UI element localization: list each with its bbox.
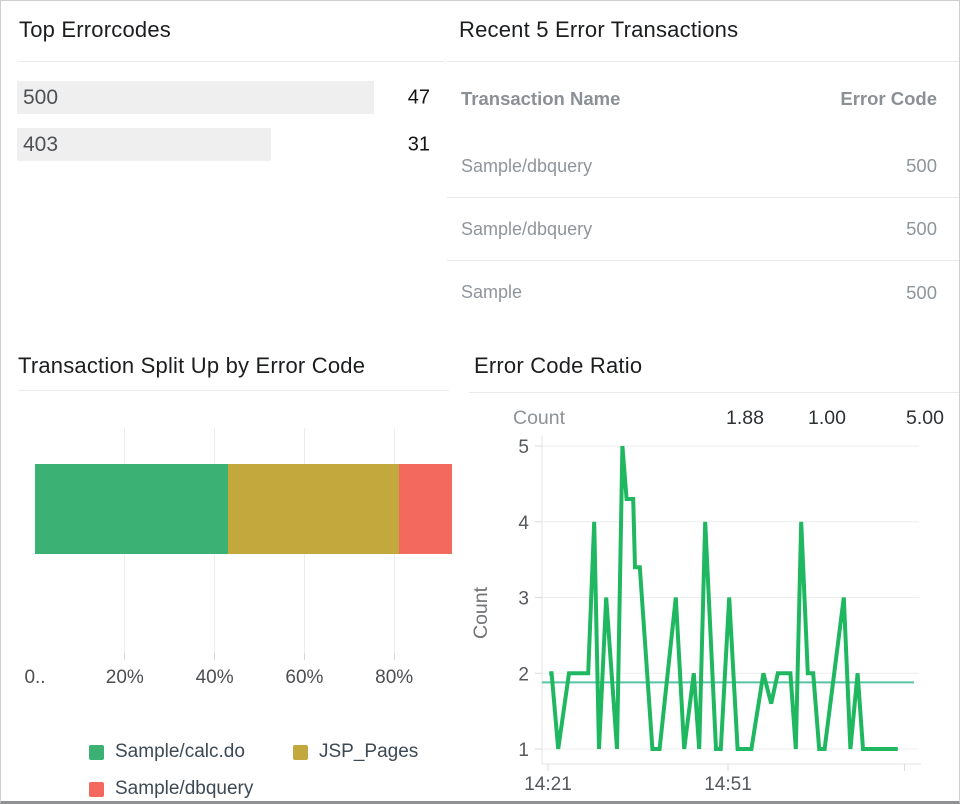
y-tick-label: 2	[518, 664, 529, 685]
legend-swatch	[293, 744, 308, 760]
stacked-bar	[35, 464, 452, 554]
bar-segment-jsp-pages[interactable]	[228, 464, 399, 554]
table-header: Transaction Name Error Code	[447, 62, 959, 135]
panel-recent-error-transactions: Recent 5 Error Transactions Transaction …	[447, 1, 959, 326]
errorcode-row[interactable]: 403 31	[17, 128, 444, 161]
error-code-cell: 500	[906, 281, 937, 303]
axis-tick	[124, 653, 126, 660]
axis-tick	[303, 653, 305, 660]
table-row[interactable]: Sample/dbquery 500	[447, 135, 959, 198]
x-tick-label: 14:21	[524, 774, 572, 795]
stats-max-value: 5.00	[906, 407, 944, 429]
transaction-name-cell: Sample/dbquery	[461, 155, 593, 176]
panel-top-errorcodes: Top Errorcodes 500 47 403 31	[1, 1, 444, 326]
divider	[447, 61, 959, 62]
bar-segment-sample-dbquery[interactable]	[399, 464, 452, 554]
errorcode-bar: 500	[17, 81, 374, 114]
errorcode-label: 500	[23, 85, 59, 109]
x-tick-label: 40%	[195, 667, 234, 688]
stats-series-label: Count	[513, 407, 566, 429]
legend-label: Sample/dbquery	[115, 778, 254, 799]
errorcode-bar-list: 500 47 403 31	[17, 81, 444, 175]
stats-min-value: 1.00	[808, 407, 846, 429]
legend-label: JSP_Pages	[319, 741, 419, 762]
legend-item[interactable]: Sample/dbquery	[89, 778, 293, 800]
bar-segment-sample-calc-do[interactable]	[35, 464, 228, 554]
errorcode-bar: 403	[17, 128, 271, 161]
top-errorcodes-title: Top Errorcodes	[19, 17, 171, 42]
column-error-code: Error Code	[840, 87, 937, 109]
divider	[18, 390, 449, 391]
errorcode-count: 47	[407, 86, 430, 108]
x-tick-label: 20%	[105, 667, 144, 688]
errorcode-count: 31	[407, 133, 430, 155]
legend-swatch	[89, 781, 104, 797]
x-tick-label: 60%	[285, 667, 324, 688]
chart-stats: Count 1.88 1.00 5.00	[463, 407, 959, 433]
errorcode-label: 403	[23, 132, 59, 156]
divider	[469, 392, 959, 393]
table-row[interactable]: Sample 500	[447, 261, 959, 324]
axis-tick	[393, 653, 395, 660]
transaction-split-title: Transaction Split Up by Error Code	[18, 353, 366, 378]
legend-item[interactable]: Sample/calc.do	[89, 741, 293, 763]
x-tick-label: 0..	[24, 667, 46, 688]
panel-error-code-ratio: Error Code Ratio Count 1.88 1.00 5.00 1 2…	[463, 337, 959, 801]
errorcode-row[interactable]: 500 47	[17, 81, 444, 114]
axis-tick	[214, 653, 216, 660]
transaction-name-cell: Sample	[461, 282, 523, 302]
divider	[18, 61, 444, 62]
table-body: Sample/dbquery 500 Sample/dbquery 500 Sample…	[447, 135, 959, 324]
x-tick-label: 80%	[375, 667, 414, 688]
y-tick-label: 1	[518, 740, 529, 761]
legend-swatch	[89, 744, 104, 760]
stats-avg-value: 1.88	[726, 407, 764, 429]
legend: Sample/calc.do JSP_Pages Sample/dbquery	[89, 741, 418, 800]
y-tick-label: 5	[518, 437, 529, 458]
error-code-ratio-title: Error Code Ratio	[474, 353, 643, 378]
legend-label: Sample/calc.do	[115, 741, 245, 762]
count-line-series[interactable]	[549, 445, 898, 751]
column-transaction-name: Transaction Name	[461, 87, 621, 109]
line-chart[interactable]: 1 2 3 4 5 14:21 14:51 Count	[463, 431, 959, 801]
y-axis-title: Count	[470, 586, 492, 639]
error-code-cell: 500	[906, 155, 937, 176]
legend-item[interactable]: JSP_Pages	[293, 741, 418, 763]
y-tick-label: 3	[518, 589, 529, 610]
recent-errors-title: Recent 5 Error Transactions	[459, 17, 739, 42]
error-code-cell: 500	[906, 218, 937, 239]
panel-transaction-split: Transaction Split Up by Error Code 0.. 20…	[1, 337, 461, 801]
table-row[interactable]: Sample/dbquery 500	[447, 198, 959, 261]
transaction-name-cell: Sample/dbquery	[461, 218, 593, 239]
y-tick-label: 4	[518, 513, 529, 534]
x-tick-label: 14:51	[704, 774, 752, 795]
